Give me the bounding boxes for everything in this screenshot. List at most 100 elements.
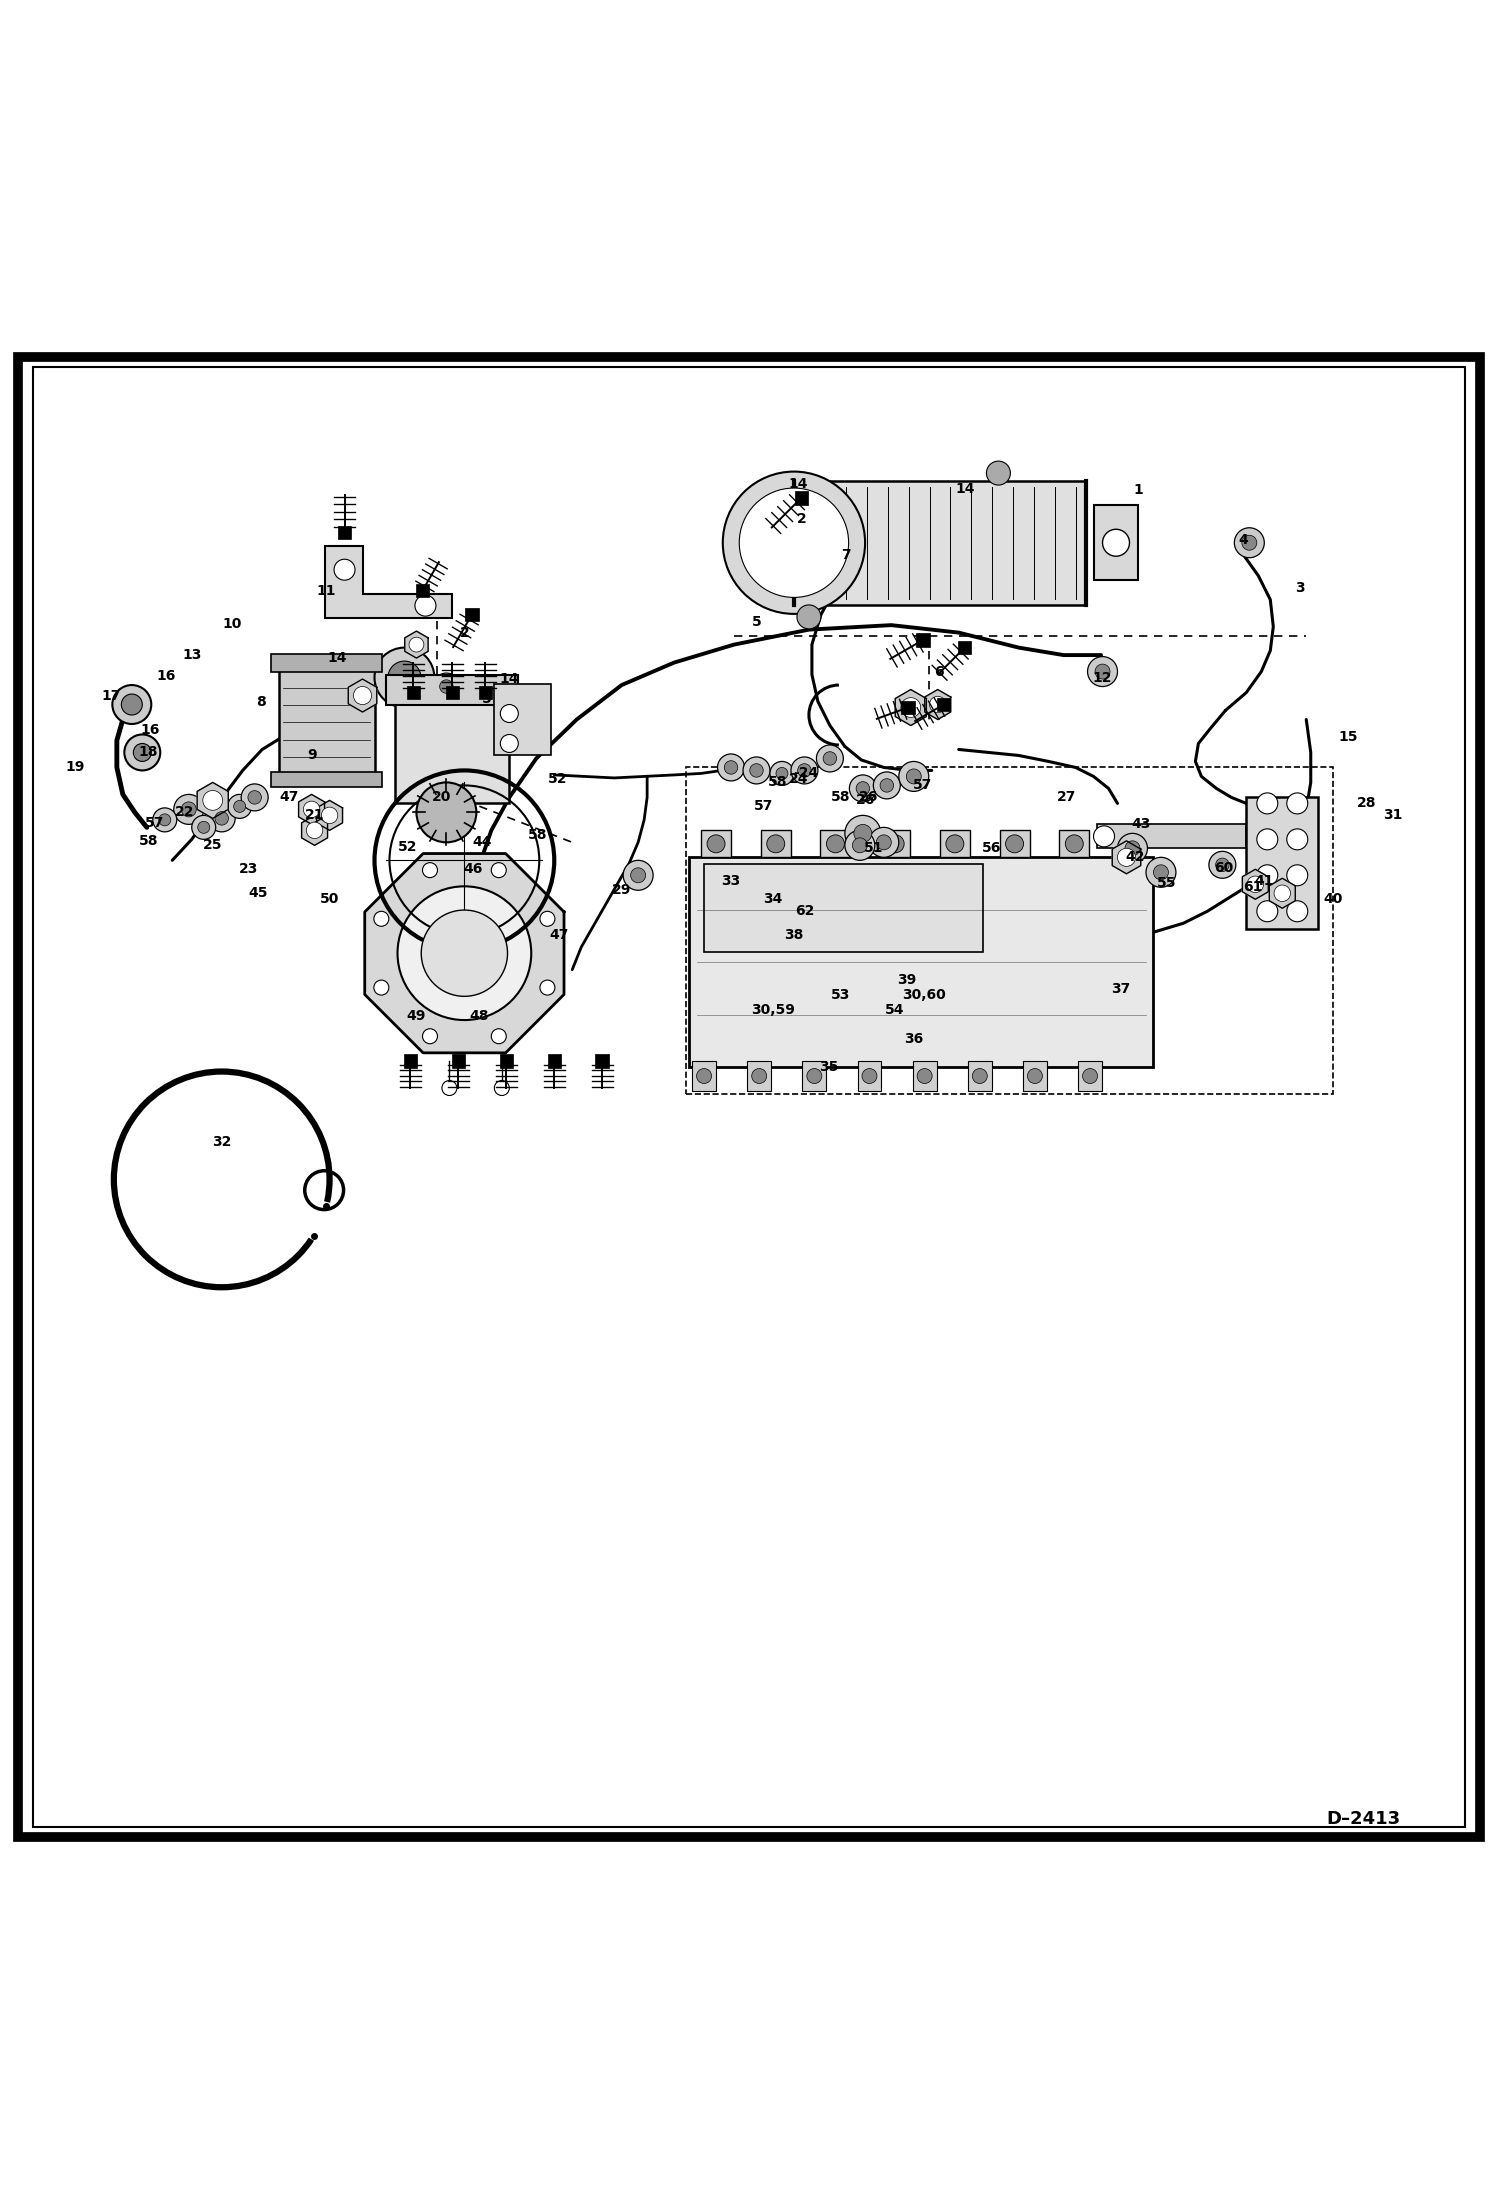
Text: 57: 57 <box>914 779 932 792</box>
Text: 14: 14 <box>499 671 520 687</box>
Polygon shape <box>301 816 328 845</box>
Circle shape <box>1028 1068 1043 1084</box>
Circle shape <box>1095 665 1110 680</box>
Bar <box>464 608 479 621</box>
Bar <box>479 687 491 700</box>
Text: 57: 57 <box>145 816 163 829</box>
Polygon shape <box>348 680 377 713</box>
Text: 61: 61 <box>1243 880 1261 895</box>
Bar <box>279 663 374 783</box>
Bar <box>795 491 809 505</box>
Circle shape <box>1287 829 1308 849</box>
Bar <box>386 674 518 704</box>
Circle shape <box>739 487 848 597</box>
Bar <box>692 1062 716 1090</box>
Circle shape <box>388 660 421 693</box>
Circle shape <box>374 981 389 996</box>
Circle shape <box>1103 529 1129 557</box>
Circle shape <box>422 1029 437 1044</box>
Text: 24: 24 <box>788 772 809 785</box>
Circle shape <box>415 595 436 617</box>
Text: 60: 60 <box>1215 860 1233 875</box>
Polygon shape <box>924 689 951 720</box>
Text: 30,60: 30,60 <box>902 987 947 1003</box>
Text: 30,59: 30,59 <box>750 1003 795 1018</box>
Polygon shape <box>1269 878 1296 908</box>
Circle shape <box>303 801 319 818</box>
Polygon shape <box>298 794 325 825</box>
Circle shape <box>181 801 196 816</box>
Bar <box>821 829 851 858</box>
Circle shape <box>770 761 794 785</box>
Circle shape <box>1094 825 1115 847</box>
Text: 18: 18 <box>138 746 159 759</box>
Text: 47: 47 <box>280 790 298 805</box>
Bar <box>395 695 509 803</box>
Circle shape <box>900 698 921 717</box>
Circle shape <box>852 838 867 853</box>
Circle shape <box>827 836 845 853</box>
Circle shape <box>767 836 785 853</box>
Text: 58: 58 <box>830 790 851 805</box>
Text: 3: 3 <box>1296 581 1305 595</box>
Bar <box>968 1062 992 1090</box>
Circle shape <box>869 827 899 858</box>
Circle shape <box>845 816 881 851</box>
Text: 47: 47 <box>550 928 568 941</box>
Circle shape <box>725 761 737 774</box>
Text: 15: 15 <box>1338 731 1359 744</box>
Circle shape <box>153 807 177 832</box>
Text: 5: 5 <box>482 691 491 706</box>
Text: 26: 26 <box>860 790 878 805</box>
Bar <box>748 1062 771 1090</box>
Text: -24: -24 <box>794 766 818 781</box>
Text: 38: 38 <box>785 928 803 941</box>
Text: 28: 28 <box>1356 796 1377 810</box>
Text: 35: 35 <box>819 1060 837 1075</box>
Circle shape <box>1257 792 1278 814</box>
Circle shape <box>749 764 762 777</box>
Circle shape <box>374 647 434 706</box>
Bar <box>494 685 551 755</box>
Bar <box>406 687 419 700</box>
Circle shape <box>1125 840 1140 856</box>
Text: 52: 52 <box>397 840 418 853</box>
Text: 14: 14 <box>327 652 348 665</box>
Circle shape <box>121 693 142 715</box>
Circle shape <box>807 1068 822 1084</box>
Polygon shape <box>325 546 452 619</box>
Circle shape <box>1257 902 1278 921</box>
Text: 21: 21 <box>304 807 325 823</box>
Text: 19: 19 <box>66 761 84 774</box>
Text: 2: 2 <box>460 625 469 641</box>
Circle shape <box>234 801 246 812</box>
Circle shape <box>374 911 389 926</box>
Circle shape <box>442 1079 457 1095</box>
Text: 5: 5 <box>752 614 761 630</box>
Circle shape <box>397 886 532 1020</box>
Circle shape <box>491 1029 506 1044</box>
Text: 36: 36 <box>905 1031 923 1047</box>
Bar <box>446 687 458 700</box>
Text: 9: 9 <box>307 748 316 764</box>
Circle shape <box>409 636 424 652</box>
Circle shape <box>208 805 235 832</box>
Text: 1: 1 <box>1134 483 1143 498</box>
Circle shape <box>899 761 929 792</box>
Circle shape <box>422 862 437 878</box>
Circle shape <box>906 768 921 783</box>
Text: 17: 17 <box>102 689 120 702</box>
Bar <box>704 864 983 952</box>
Circle shape <box>879 779 893 792</box>
Polygon shape <box>364 853 565 1053</box>
Text: 55: 55 <box>1156 875 1177 891</box>
Circle shape <box>1234 529 1264 557</box>
Bar <box>939 829 969 858</box>
Text: 4: 4 <box>1239 533 1248 546</box>
Circle shape <box>198 821 210 834</box>
Bar <box>1246 796 1318 930</box>
Circle shape <box>500 704 518 722</box>
Bar <box>959 641 972 654</box>
Text: 2: 2 <box>906 700 915 715</box>
Circle shape <box>752 1068 767 1084</box>
